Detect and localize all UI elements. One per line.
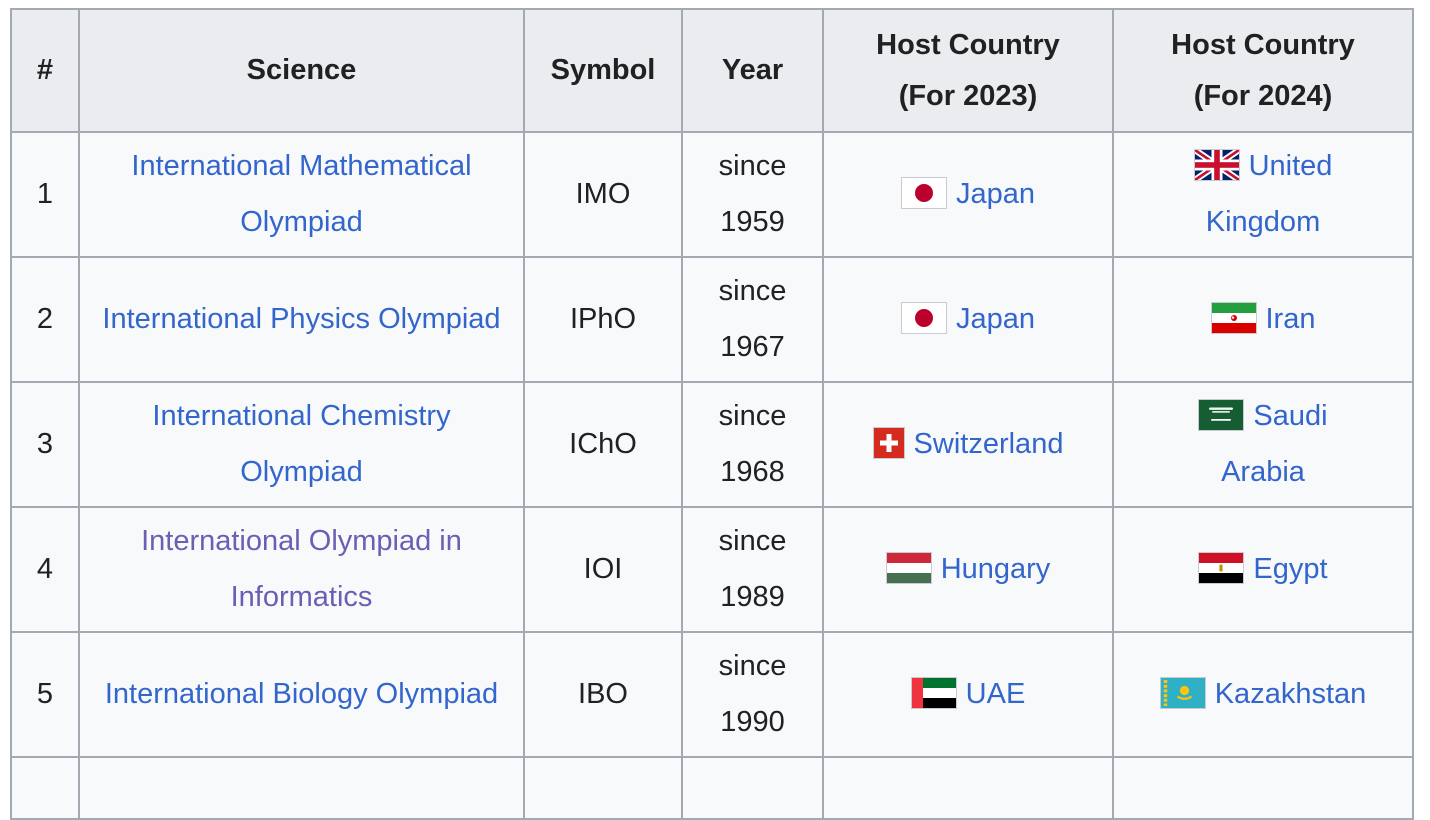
symbol-cell: IBO [523,631,683,758]
rank-cell: 4 [10,506,80,633]
year-cell: since 1968 [681,381,824,508]
country-link[interactable]: Japan [955,177,1035,210]
host-country: United Kingdom [1163,139,1363,250]
host-2024-cell: Kazakhstan [1112,631,1414,758]
header-year: Year [681,8,824,133]
saudi-arabia-flag-icon[interactable] [1198,399,1245,432]
host-country: Japan [900,292,1035,348]
host-country: Switzerland [872,417,1064,473]
egypt-flag-icon[interactable] [1198,552,1245,584]
host-country: Japan [900,167,1035,223]
year-cell: since 1990 [681,631,824,758]
rank-cell: 1 [10,131,80,258]
host-country: Iran [1210,292,1316,348]
year-cell: since 1967 [681,256,824,383]
symbol-cell: IOI [523,506,683,633]
olympiad-link[interactable]: International Physics Olympiad [102,302,501,335]
header-host-2024: Host Country (For 2024) [1112,8,1414,133]
empty-cell [1112,756,1414,820]
olympiad-link[interactable]: International Biology Olympiad [104,677,499,710]
host-2023-cell: Hungary [822,506,1114,633]
iran-flag-icon[interactable] [1210,302,1257,334]
science-cell: International Biology Olympiad [78,631,525,758]
host-2024-cell: Iran [1112,256,1414,383]
host-country: Saudi Arabia [1163,389,1363,500]
host-2023-cell: Japan [822,131,1114,258]
science-cell: International Mathematical Olympiad [78,131,525,258]
header-host-2023: Host Country (For 2023) [822,8,1114,133]
science-cell: International Physics Olympiad [78,256,525,383]
country-link[interactable]: United Kingdom [1205,149,1333,238]
symbol-cell: IMO [523,131,683,258]
japan-flag-icon[interactable] [900,177,947,209]
uae-flag-icon[interactable] [910,677,957,709]
table-row-partial [10,756,1414,820]
kazakhstan-flag-icon[interactable] [1159,677,1206,709]
header-row: # Science Symbol Year Host Country (For … [10,8,1414,133]
olympiad-link[interactable]: International Chemistry Olympiad [152,399,451,488]
rank-cell: 3 [10,381,80,508]
olympiad-link[interactable]: International Mathematical Olympiad [131,149,472,238]
country-link[interactable]: UAE [965,677,1026,710]
host-country: Kazakhstan [1159,667,1367,723]
host-2023-cell: Japan [822,256,1114,383]
empty-cell [78,756,525,820]
host-2024-cell: United Kingdom [1112,131,1414,258]
host-2024-cell: Saudi Arabia [1112,381,1414,508]
year-cell: since 1959 [681,131,824,258]
empty-cell [822,756,1114,820]
country-link[interactable]: Saudi Arabia [1221,399,1328,488]
olympiad-link[interactable]: International Olympiad in Informatics [141,524,462,613]
hungary-flag-icon[interactable] [885,552,932,584]
table-row: 2 International Physics Olympiad IPhO since… [10,256,1414,383]
country-link[interactable]: Egypt [1253,552,1328,585]
table-row: 1 International Mathematical Olympiad IMO s… [10,131,1414,258]
year-cell: since 1989 [681,506,824,633]
science-cell: International Chemistry Olympiad [78,381,525,508]
host-country: Hungary [885,542,1051,598]
united-kingdom-flag-icon[interactable] [1193,149,1240,182]
host-country: Egypt [1198,542,1328,598]
country-link[interactable]: Japan [955,302,1035,335]
table-row: 5 International Biology Olympiad IBO since … [10,631,1414,758]
country-link[interactable]: Switzerland [913,427,1064,460]
table-row: 3 International Chemistry Olympiad IChO sin… [10,381,1414,508]
science-cell: International Olympiad in Informatics [78,506,525,633]
rank-cell: 5 [10,631,80,758]
empty-cell [10,756,80,820]
switzerland-flag-icon[interactable] [872,427,905,459]
science-olympiads-table: # Science Symbol Year Host Country (For … [10,8,1414,820]
host-2024-cell: Egypt [1112,506,1414,633]
host-country: UAE [910,667,1026,723]
country-link[interactable]: Hungary [940,552,1051,585]
symbol-cell: IPhO [523,256,683,383]
japan-flag-icon[interactable] [900,302,947,334]
table-row: 4 International Olympiad in Informatics IO… [10,506,1414,633]
country-link[interactable]: Iran [1265,302,1316,335]
host-2023-cell: UAE [822,631,1114,758]
empty-cell [523,756,683,820]
empty-cell [681,756,824,820]
country-link[interactable]: Kazakhstan [1214,677,1367,710]
rank-cell: 2 [10,256,80,383]
symbol-cell: IChO [523,381,683,508]
header-symbol: Symbol [523,8,683,133]
host-2023-cell: Switzerland [822,381,1114,508]
header-number: # [10,8,80,133]
header-science: Science [78,8,525,133]
